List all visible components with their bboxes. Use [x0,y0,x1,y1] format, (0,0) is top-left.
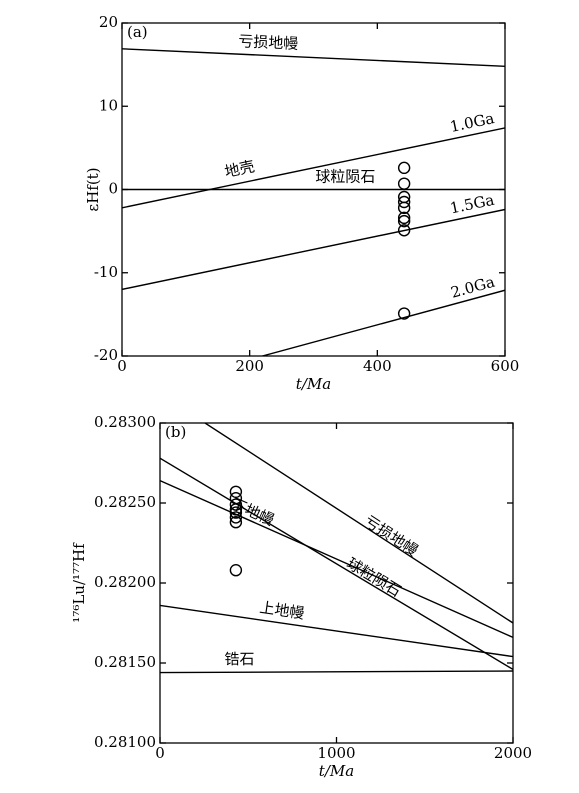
line [160,457,513,671]
y-tick-label: 0.28100 [94,733,156,751]
plot-frame [159,422,514,744]
data-point [229,516,243,529]
y-tick-label: 0.28150 [94,653,156,671]
data-point [397,161,411,175]
line [122,127,505,209]
x-tick-label: 1000 [317,744,355,762]
data-point [229,511,243,524]
y-tick-label: -10 [94,263,118,281]
series-label: 锆石 [224,650,254,668]
data-point [397,211,411,225]
series-label: 上地幔 [258,598,305,622]
line [160,479,513,639]
series-label: 球粒陨石 [344,554,405,600]
x-tick-label: 600 [491,357,520,375]
y-tick-label: 0.28300 [94,413,156,431]
x-tick-label: 400 [363,357,392,375]
data-point [229,485,243,498]
data-point [229,564,243,577]
line [204,423,513,624]
series-label: 下地幔 [228,494,276,529]
panel-label: (a) [127,23,148,41]
y-tick-label: -20 [94,346,118,364]
x-tick-label: 0 [155,744,165,762]
data-point [229,503,243,516]
line [160,604,513,658]
annotation: 地壳 [223,157,256,181]
y-axis-label: εHf(t) [84,167,102,211]
y-tick-label: 0 [108,180,118,198]
line [262,289,505,356]
y-axis-label: ¹⁷⁶Lu/¹⁷⁷Hf [70,542,88,623]
y-tick-label: 0.28200 [94,573,156,591]
data-point [229,498,243,511]
x-tick-label: 200 [235,357,264,375]
panel-label: (b) [165,423,186,441]
line [122,48,505,67]
x-tick-label: 2000 [494,744,532,762]
line [160,670,513,674]
series-label: 亏损地幔 [361,512,421,560]
y-tick-label: 20 [99,13,118,31]
x-tick-label: 0 [117,357,127,375]
data-point [397,195,411,209]
data-point [397,307,411,320]
x-axis-label: t/Ma [296,375,331,393]
line [122,208,505,291]
data-point [397,214,411,228]
y-tick-label: 10 [99,96,118,114]
y-tick-label: 0.28250 [94,493,156,511]
data-point [229,506,243,519]
series-label: 2.0Ga [449,273,497,302]
series-label: 亏损地幔 [238,32,299,53]
x-axis-label: t/Ma [319,762,354,780]
data-point [397,224,411,237]
data-point [397,177,411,190]
data-point [397,201,411,215]
series-label: 球粒陨石 [315,168,375,186]
